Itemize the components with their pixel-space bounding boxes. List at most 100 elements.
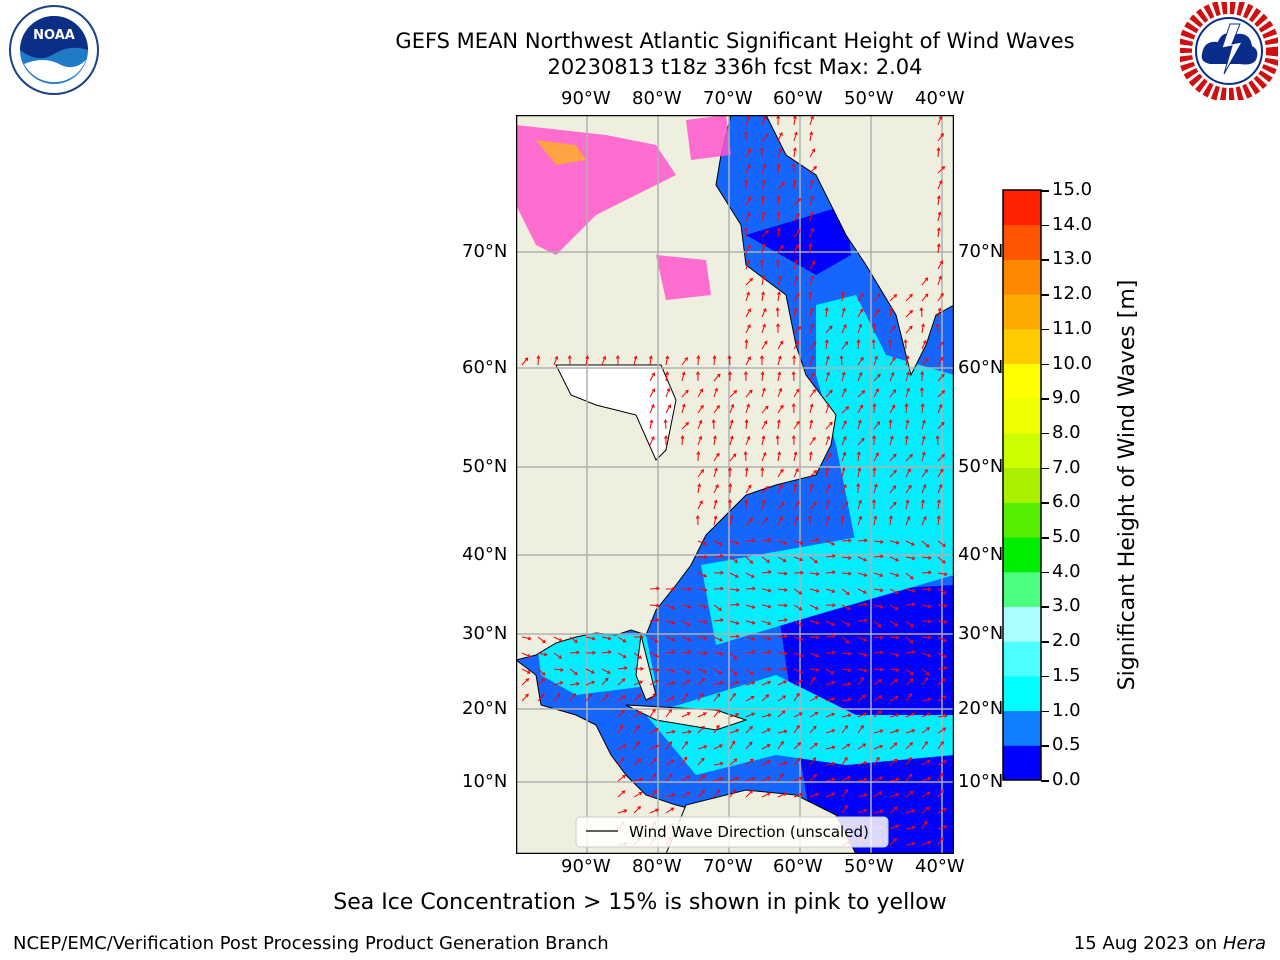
colorbar-segment: [1003, 606, 1041, 642]
colorbar-segment: [1003, 537, 1041, 573]
colorbar-tick-label: 12.0: [1052, 283, 1093, 305]
colorbar-tick-mark: [1041, 467, 1049, 470]
noaa-logo: NOAA: [9, 5, 99, 95]
lat-label-left-70n: 70°N: [462, 241, 508, 262]
colorbar-tick-mark: [1041, 294, 1049, 296]
lon-label-bottom-80w: 80°W: [632, 856, 682, 877]
lon-label-top-50w: 50°W: [844, 88, 894, 109]
colorbar-tick-mark: [1041, 745, 1049, 747]
lon-label-bottom-90w: 90°W: [561, 856, 611, 877]
colorbar-tick-label: 10.0: [1052, 352, 1093, 374]
lat-label-right-40n: 40°N: [958, 544, 1004, 565]
lat-label-left-60n: 60°N: [462, 357, 508, 378]
chart-subtitle: 20230813 t18z 336h fcst Max: 2.04: [547, 55, 923, 79]
colorbar: [1002, 189, 1042, 781]
colorbar-tick-label: 6.0: [1052, 491, 1081, 513]
colorbar-segment: [1003, 675, 1041, 712]
colorbar-segment: [1003, 363, 1041, 399]
colorbar-tick-label: 5.0: [1052, 526, 1081, 548]
footer-date-text: 15 Aug 2023 on: [1073, 933, 1218, 954]
colorbar-segment: [1003, 467, 1041, 503]
colorbar-tick-label: 4.0: [1052, 560, 1081, 582]
colorbar-segment: [1003, 328, 1041, 365]
lat-label-left-10n: 10°N: [462, 771, 508, 792]
lat-label-right-50n: 50°N: [958, 456, 1004, 477]
lat-label-right-70n: 70°N: [958, 241, 1004, 262]
colorbar-segment: [1003, 190, 1041, 226]
colorbar-segment: [1003, 641, 1041, 677]
colorbar-tick-mark: [1041, 537, 1049, 539]
colorbar-tick-label: 0.0: [1052, 769, 1081, 790]
colorbar-tick-mark: [1041, 190, 1049, 192]
colorbar-tick-mark: [1041, 571, 1049, 574]
colorbar-tick-mark: [1041, 363, 1049, 366]
legend-label: Wind Wave Direction (unscaled): [629, 823, 869, 841]
lon-label-bottom-70w: 70°W: [703, 856, 753, 877]
lon-label-top-70w: 70°W: [703, 88, 753, 109]
colorbar-segment: [1003, 710, 1041, 746]
colorbar-segment: [1003, 224, 1041, 260]
svg-text:NOAA: NOAA: [33, 28, 75, 43]
colorbar-tick-mark: [1041, 224, 1049, 227]
colorbar-tick-label: 1.5: [1052, 664, 1081, 686]
colorbar-tick-label: 11.0: [1052, 317, 1093, 339]
colorbar-tick-label: 3.0: [1052, 595, 1081, 617]
wave-height-map: Wind Wave Direction (unscaled): [516, 115, 954, 854]
colorbar-segment: [1003, 745, 1041, 781]
colorbar-segment: [1003, 259, 1041, 295]
lat-label-right-30n: 30°N: [958, 623, 1004, 644]
colorbar-tick-label: 0.5: [1052, 734, 1081, 756]
lat-label-left-50n: 50°N: [462, 456, 508, 477]
colorbar-tick-mark: [1041, 328, 1049, 331]
colorbar-tick-mark: [1041, 675, 1049, 678]
lon-label-top-40w: 40°W: [915, 88, 965, 109]
colorbar-tick-label: 7.0: [1052, 456, 1081, 478]
colorbar-segment: [1003, 432, 1041, 469]
colorbar-tick-mark: [1041, 641, 1049, 643]
wave-band-central: [701, 520, 954, 645]
colorbar-label: Significant Height of Wind Waves [m]: [1115, 279, 1140, 691]
colorbar-tick-mark: [1041, 710, 1049, 713]
colorbar-tick-label: 9.0: [1052, 387, 1081, 409]
colorbar-segment: [1003, 398, 1041, 434]
wave-band-labrador: [816, 295, 954, 545]
lon-label-top-80w: 80°W: [632, 88, 682, 109]
colorbar-segment: [1003, 502, 1041, 538]
colorbar-tick-label: 15.0: [1052, 179, 1093, 200]
colorbar-tick-label: 2.0: [1052, 630, 1081, 652]
colorbar-tick-label: 8.0: [1052, 421, 1081, 443]
colorbar-tick-mark: [1041, 606, 1049, 608]
colorbar-tick-label: 14.0: [1052, 213, 1093, 235]
colorbar-tick-mark: [1041, 398, 1049, 400]
lon-label-bottom-40w: 40°W: [915, 856, 965, 877]
lon-label-bottom-60w: 60°W: [773, 856, 823, 877]
lat-label-left-20n: 20°N: [462, 698, 508, 719]
lat-label-right-10n: 10°N: [958, 771, 1004, 792]
lat-label-right-20n: 20°N: [958, 698, 1004, 719]
colorbar-tick-mark: [1041, 780, 1049, 782]
lat-label-right-60n: 60°N: [958, 357, 1004, 378]
footer-credit: NCEP/EMC/Verification Post Processing Pr…: [13, 933, 609, 954]
nws-logo: [1180, 2, 1278, 100]
map-legend: Wind Wave Direction (unscaled): [575, 816, 889, 848]
graticule: [516, 115, 954, 854]
footer-host: Hera: [1222, 933, 1266, 954]
lon-label-top-90w: 90°W: [561, 88, 611, 109]
lat-label-left-30n: 30°N: [462, 623, 508, 644]
colorbar-tick-mark: [1041, 432, 1049, 435]
colorbar-tick-label: 1.0: [1052, 699, 1081, 721]
footer-date: 15 Aug 2023 on Hera: [1074, 933, 1266, 954]
lon-label-bottom-50w: 50°W: [844, 856, 894, 877]
sea-ice-note: Sea Ice Concentration > 15% is shown in …: [333, 890, 947, 915]
lon-label-top-60w: 60°W: [773, 88, 823, 109]
chart-title: GEFS MEAN Northwest Atlantic Significant…: [395, 29, 1075, 53]
colorbar-segment: [1003, 294, 1041, 330]
wind-wave-arrows: [521, 115, 948, 846]
land-hudson-bay: [555, 364, 677, 461]
colorbar-tick-mark: [1041, 502, 1049, 504]
colorbar-tick-label: 13.0: [1052, 248, 1093, 270]
colorbar-tick-mark: [1041, 259, 1049, 261]
colorbar-segment: [1003, 571, 1041, 607]
wave-band-gulf: [536, 635, 656, 695]
lat-label-left-40n: 40°N: [462, 544, 508, 565]
